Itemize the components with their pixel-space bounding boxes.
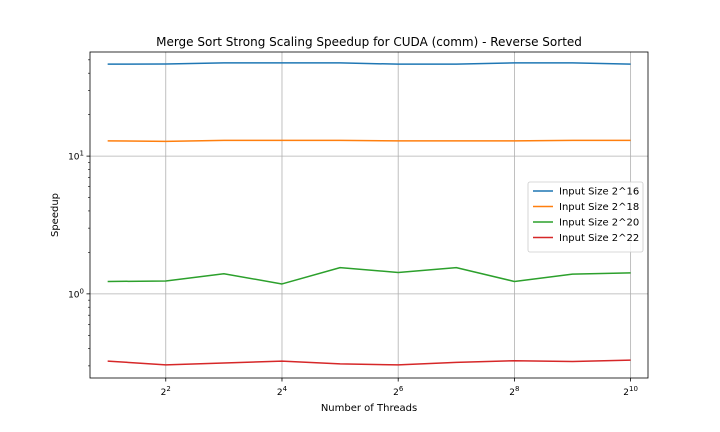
y-tick-label: 101 — [68, 150, 84, 163]
legend-label: Input Size 2^18 — [559, 202, 639, 213]
x-axis-label: Number of Threads — [321, 403, 417, 414]
legend-box — [527, 181, 644, 253]
legend-label: Input Size 2^20 — [559, 218, 639, 229]
x-tick-label: 28 — [509, 385, 519, 398]
x-axis-ticks: 22 24 26 28 210 — [161, 378, 638, 398]
x-tick-label: 26 — [393, 385, 404, 398]
series-line-2 — [107, 266, 631, 285]
x-tick-label: 210 — [623, 385, 638, 398]
series-line-3 — [107, 359, 631, 366]
series-line-0 — [107, 62, 631, 65]
y-axis-label: Speedup — [50, 193, 61, 237]
x-tick-label: 22 — [161, 385, 171, 398]
legend-label: Input Size 2^22 — [559, 233, 639, 244]
chart-title: Merge Sort Strong Scaling Speedup for CU… — [156, 35, 582, 49]
y-tick-label: 100 — [68, 287, 84, 300]
y-axis-ticks: 100 101 — [68, 150, 90, 300]
x-tick-label: 24 — [277, 385, 288, 398]
legend: Input Size 2^16 Input Size 2^18 Input Size… — [527, 181, 644, 253]
series-lines — [107, 62, 631, 366]
legend-label: Input Size 2^16 — [559, 187, 639, 198]
plot-frame — [89, 51, 649, 379]
series-line-1 — [107, 139, 631, 143]
